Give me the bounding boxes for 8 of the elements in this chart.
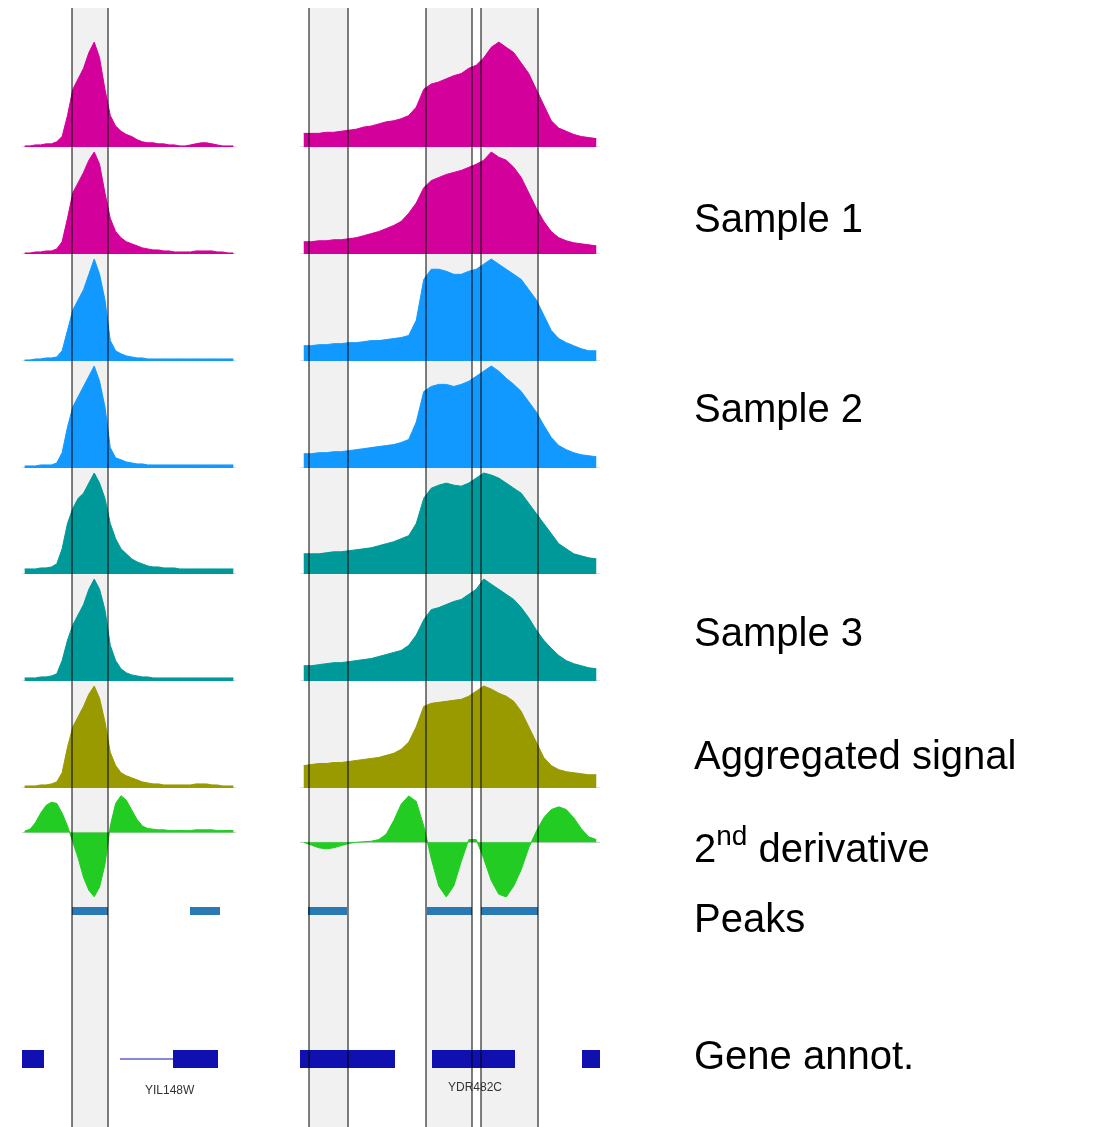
text: Sample 3 [694, 610, 863, 654]
text: Sample 2 [694, 386, 863, 430]
text: Peaks [694, 896, 806, 940]
text: Aggregated signal [694, 733, 1017, 777]
text: Gene annot. [694, 1033, 915, 1077]
text: 2$^{nd}$ derivative [694, 820, 930, 870]
text: YIL148W [145, 1083, 196, 1097]
text: Sample 1 [694, 196, 863, 240]
